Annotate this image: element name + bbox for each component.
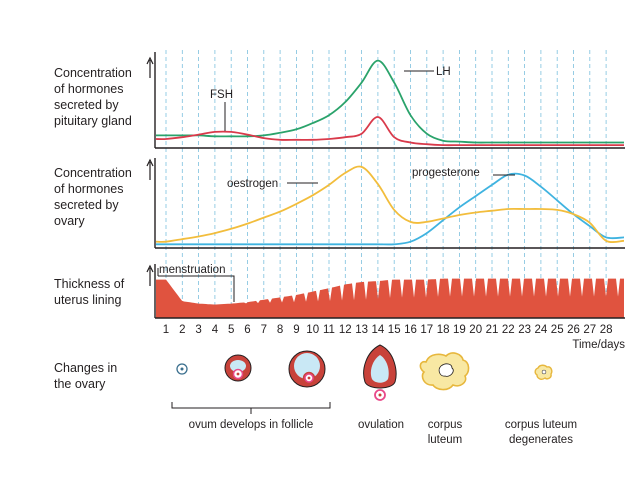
pituitary-label-line-4: pituitary gland [54,114,132,128]
day-tick-label: 7 [261,324,267,336]
mature-follicle [288,350,326,388]
uterus-label-line-1: Thickness of [54,277,125,291]
degenerating-corpus-luteum [534,364,553,380]
menstruation-bracket [157,268,235,302]
menstruation-label: menstruation [159,264,225,276]
time-axis-label: Time/days [572,339,625,351]
progesterone-label: progesterone [412,167,480,179]
day-tick-label: 5 [228,324,234,336]
day-tick-label: 1 [163,324,169,336]
day-tick-label: 15 [388,324,401,336]
day-tick-label: 25 [551,324,564,336]
uterus-y-arrowhead [146,264,154,273]
follicle-development-bracket [171,402,331,414]
corpus-luteum-label-line-1: corpus [428,419,463,431]
day-tick-label: 23 [518,324,531,336]
fsh-curve [155,116,624,147]
follicle-development-label: ovum develops in follicle [189,419,314,431]
oestrogen-label: oestrogen [227,178,278,190]
corpus-luteum-label-line-2: luteum [428,434,463,446]
oestrogen-curve [155,165,625,244]
day-tick-label: 14 [372,324,385,336]
day-tick-label: 24 [535,324,548,336]
day-axis-labels: 1 2 3 4 5 6 7 8 9 10 11 12 13 14 15 16 17 18 19 20 21 22 23 24 2… [163,324,613,336]
day-tick-label: 10 [306,324,319,336]
day-tick-label: 9 [293,324,299,336]
day-tick-label: 13 [355,324,368,336]
pituitary-label-line-3: secreted by [54,98,119,112]
day-tick-label: 11 [323,324,335,336]
day-tick-label: 19 [453,324,466,336]
day-tick-label: 21 [486,324,499,336]
ovary-label-line-4: ovary [54,214,85,228]
day-tick-label: 6 [244,324,250,336]
ovulating-follicle [363,344,397,401]
uterus-panel: Thickness of uterus lining menstruation [54,264,625,319]
day-tick-label: 3 [195,324,201,336]
progesterone-curve [156,172,625,246]
changes-label-line-2: the ovary [54,377,106,391]
ovary-hormone-panel: Concentration of hormones secreted by ov… [54,158,625,249]
lh-label: LH [436,66,451,78]
pituitary-panel: Concentration of hormones secreted by pi… [54,52,625,149]
fsh-label: FSH [210,89,233,101]
ovulation-label: ovulation [358,419,404,431]
day-tick-label: 27 [583,324,596,336]
corpus-luteum [419,352,470,391]
ovary-label-line-2: of hormones [54,182,123,196]
day-tick-label: 26 [567,324,580,336]
day-tick-label: 28 [600,324,613,336]
primary-follicle [176,363,188,375]
developing-follicle [224,354,252,382]
ovary-y-arrowhead [146,158,154,167]
day-tick-label: 8 [277,324,283,336]
day-tick-label: 17 [420,324,433,336]
pituitary-label-line-2: of hormones [54,82,123,96]
pituitary-label-line-1: Concentration [54,66,132,80]
day-tick-label: 12 [339,324,352,336]
day-tick-label: 18 [437,324,450,336]
day-tick-label: 20 [469,324,482,336]
day-tick-label: 22 [502,324,515,336]
ovary-changes-panel: Changes in the ovary [54,344,577,446]
degenerates-label-line-2: degenerates [509,434,573,446]
day-tick-label: 2 [179,324,185,336]
degenerates-label-line-1: corpus luteum [505,419,577,431]
day-tick-label: 4 [212,324,219,336]
uterus-lining-area [156,278,624,318]
day-tick-label: 16 [404,324,417,336]
changes-label-line-1: Changes in [54,361,117,375]
uterus-label-line-2: uterus lining [54,293,121,307]
ovary-label-line-1: Concentration [54,166,132,180]
pituitary-y-arrowhead [146,56,154,65]
lh-curve [155,59,624,144]
ovary-label-line-3: secreted by [54,198,119,212]
